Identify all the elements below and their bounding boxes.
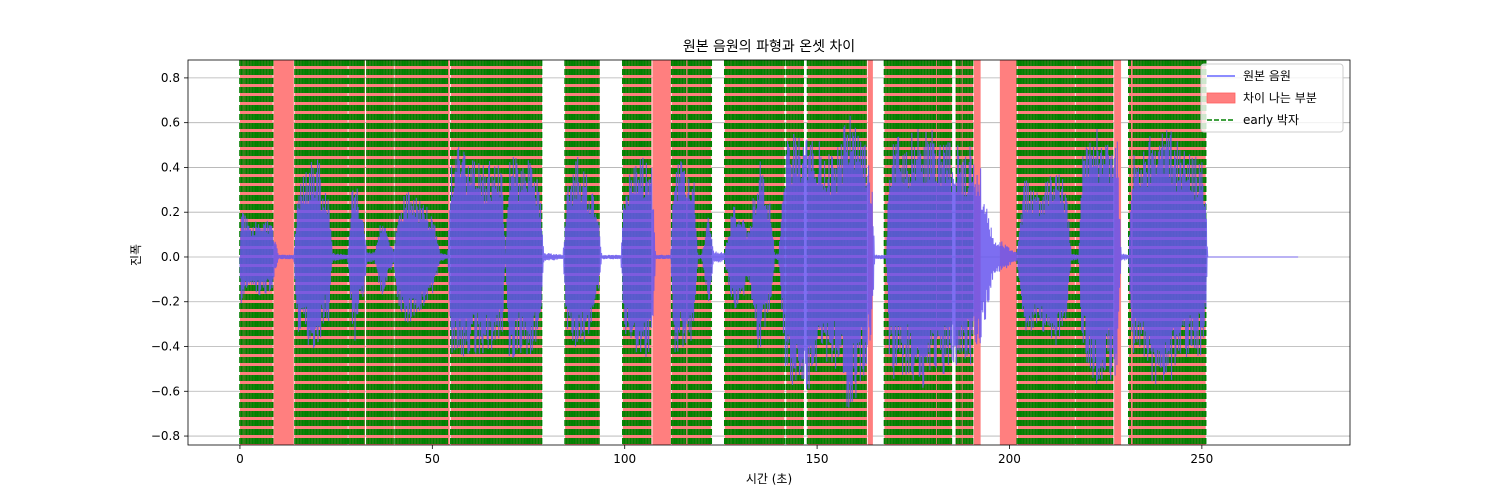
- axes: 0 50 100 150 200 250 0.8 0.6 0.4 0.2 0.0 −0.2 −0.4 −0…: [151, 59, 1351, 466]
- y-axis-label: 진폭: [129, 244, 143, 266]
- y-tick-label: 0.2: [161, 205, 180, 219]
- y-tick-label: 0.0: [161, 250, 180, 264]
- x-tick-label: 150: [806, 452, 829, 466]
- chart-title: 원본 음원의 파형과 온셋 차이: [683, 39, 855, 55]
- y-tick-label: −0.6: [151, 384, 180, 398]
- legend-label: early 박자: [1243, 113, 1299, 127]
- plot-area: [188, 60, 1350, 445]
- waveform-line: [239, 115, 1299, 408]
- difference-region: [652, 60, 671, 445]
- y-tick-label: 0.4: [161, 160, 180, 174]
- legend-label: 원본 음원: [1243, 69, 1291, 83]
- y-tick-label: 0.8: [161, 71, 180, 85]
- difference-region: [273, 60, 294, 445]
- legend-patch-swatch: [1206, 92, 1236, 104]
- x-tick-label: 250: [1190, 452, 1213, 466]
- y-tick-label: −0.4: [151, 340, 180, 354]
- x-tick-label: 50: [425, 452, 440, 466]
- legend-box: [1200, 63, 1344, 133]
- y-tick-label: 0.6: [161, 116, 180, 130]
- x-tick-label: 0: [236, 452, 244, 466]
- legend-label: 차이 나는 부분: [1243, 91, 1317, 105]
- y-tick-label: −0.2: [151, 295, 180, 309]
- x-axis-label: 시간 (초): [746, 472, 792, 486]
- y-tick-label: −0.8: [151, 429, 180, 443]
- axes-frame: [187, 59, 1351, 446]
- x-tick-label: 100: [613, 452, 636, 466]
- x-tick-label: 200: [998, 452, 1021, 466]
- early-beat-group: [564, 60, 600, 445]
